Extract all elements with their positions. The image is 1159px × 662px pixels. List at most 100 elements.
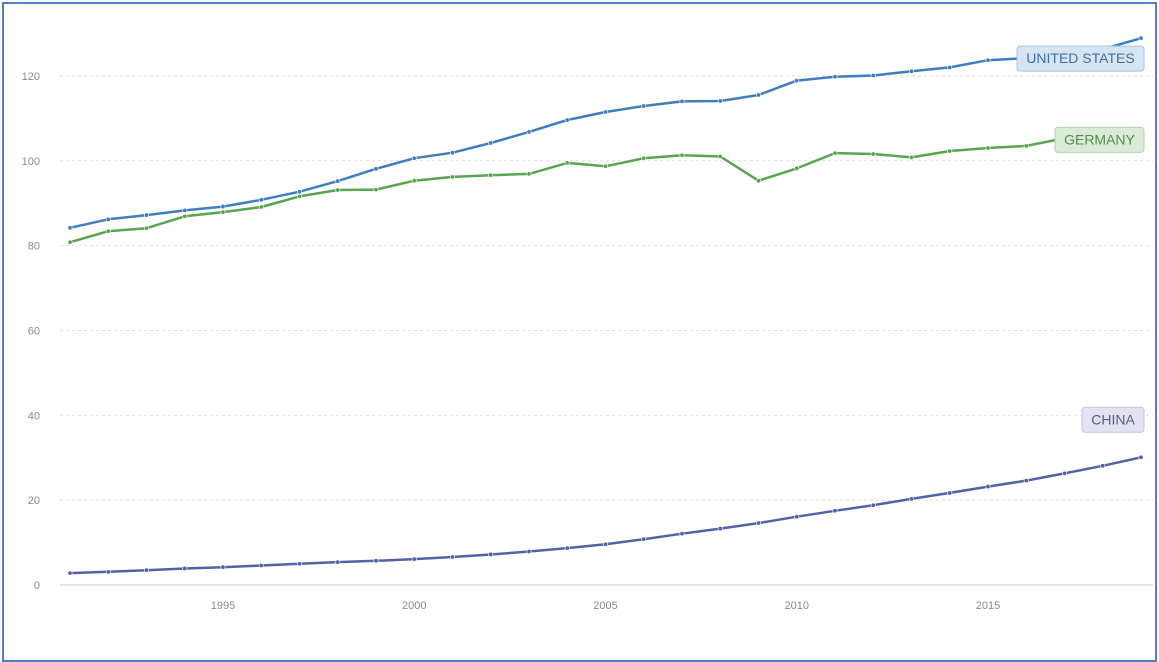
x-tick-label-2005: 2005	[593, 600, 617, 612]
data-point-china-2004[interactable]	[564, 545, 570, 551]
data-point-united-states-2012[interactable]	[870, 72, 876, 78]
data-point-china-2001[interactable]	[449, 554, 455, 560]
data-point-united-states-2006[interactable]	[641, 103, 647, 109]
data-point-united-states-2010[interactable]	[794, 78, 800, 84]
data-point-united-states-2002[interactable]	[488, 140, 494, 146]
data-point-china-1992[interactable]	[105, 569, 111, 575]
x-tick-label-2000: 2000	[402, 600, 426, 612]
series-line-china	[69, 456, 1142, 575]
data-point-germany-2001[interactable]	[449, 174, 455, 180]
data-point-united-states-1995[interactable]	[220, 204, 226, 210]
data-point-germany-2014[interactable]	[947, 148, 953, 154]
data-point-china-2007[interactable]	[679, 531, 685, 537]
data-point-germany-2003[interactable]	[526, 171, 532, 177]
data-point-united-states-2011[interactable]	[832, 74, 838, 80]
data-point-germany-1995[interactable]	[220, 209, 226, 215]
data-point-china-1998[interactable]	[335, 559, 341, 565]
data-point-germany-1997[interactable]	[296, 193, 302, 199]
data-point-china-2017[interactable]	[1062, 470, 1068, 476]
data-point-united-states-1996[interactable]	[258, 197, 264, 203]
data-point-united-states-2000[interactable]	[411, 155, 417, 161]
data-point-china-2018[interactable]	[1100, 463, 1106, 469]
series-line-germany	[69, 134, 1142, 244]
data-point-china-2010[interactable]	[794, 514, 800, 520]
data-point-united-states-2001[interactable]	[449, 150, 455, 156]
data-point-germany-1991[interactable]	[67, 239, 73, 245]
data-point-germany-2007[interactable]	[679, 152, 685, 158]
data-point-china-1999[interactable]	[373, 558, 379, 564]
data-point-china-2014[interactable]	[947, 490, 953, 496]
data-point-china-2012[interactable]	[870, 502, 876, 508]
data-point-china-2002[interactable]	[488, 551, 494, 557]
data-point-china-2019[interactable]	[1138, 454, 1144, 460]
data-point-germany-2009[interactable]	[755, 178, 761, 184]
series-line-united-states	[69, 36, 1142, 230]
data-point-united-states-2005[interactable]	[602, 109, 608, 115]
data-point-china-2000[interactable]	[411, 556, 417, 562]
data-point-germany-1999[interactable]	[373, 187, 379, 193]
y-tick-label-80: 80	[28, 241, 40, 253]
data-point-united-states-2019[interactable]	[1138, 35, 1144, 41]
y-tick-label-20: 20	[28, 495, 40, 507]
data-point-germany-1996[interactable]	[258, 204, 264, 210]
series-label-box-united-states	[1016, 45, 1145, 72]
data-point-germany-1993[interactable]	[144, 225, 150, 231]
data-point-united-states-1998[interactable]	[335, 178, 341, 184]
series-label-box-germany	[1054, 126, 1145, 153]
data-point-germany-2015[interactable]	[985, 145, 991, 151]
data-point-united-states-1993[interactable]	[144, 212, 150, 218]
data-point-united-states-2009[interactable]	[755, 92, 761, 98]
data-point-germany-2008[interactable]	[717, 154, 723, 160]
data-point-china-2003[interactable]	[526, 548, 532, 554]
series-label-germany: GERMANY	[1064, 131, 1135, 147]
data-point-germany-2011[interactable]	[832, 150, 838, 156]
data-point-germany-1994[interactable]	[182, 213, 188, 219]
data-point-china-1994[interactable]	[182, 565, 188, 571]
data-point-united-states-1997[interactable]	[296, 189, 302, 195]
data-point-germany-2006[interactable]	[641, 155, 647, 161]
data-point-united-states-1991[interactable]	[67, 225, 73, 231]
x-tick-label-2015: 2015	[976, 600, 1000, 612]
data-point-germany-2005[interactable]	[602, 163, 608, 169]
data-point-united-states-2013[interactable]	[908, 68, 914, 74]
y-tick-label-60: 60	[28, 325, 40, 337]
data-point-china-2006[interactable]	[641, 536, 647, 542]
data-point-germany-2016[interactable]	[1023, 143, 1029, 149]
data-point-china-2015[interactable]	[985, 484, 991, 490]
data-point-china-2013[interactable]	[908, 496, 914, 502]
y-tick-label-100: 100	[22, 156, 40, 168]
data-point-china-2008[interactable]	[717, 526, 723, 532]
data-point-united-states-2004[interactable]	[564, 117, 570, 123]
data-point-germany-2004[interactable]	[564, 160, 570, 166]
data-point-china-1995[interactable]	[220, 564, 226, 570]
data-point-china-1991[interactable]	[67, 570, 73, 576]
data-point-china-1993[interactable]	[144, 567, 150, 573]
series-label-china: CHINA	[1091, 411, 1135, 427]
data-point-germany-2010[interactable]	[794, 165, 800, 171]
data-point-united-states-1994[interactable]	[182, 207, 188, 213]
data-point-germany-2002[interactable]	[488, 172, 494, 178]
data-point-united-states-1999[interactable]	[373, 166, 379, 172]
data-point-china-2011[interactable]	[832, 508, 838, 514]
data-point-germany-2013[interactable]	[908, 154, 914, 160]
data-point-china-2016[interactable]	[1023, 478, 1029, 484]
data-point-united-states-1992[interactable]	[105, 216, 111, 222]
data-point-germany-1998[interactable]	[335, 187, 341, 193]
data-point-united-states-2008[interactable]	[717, 98, 723, 104]
data-point-germany-2012[interactable]	[870, 151, 876, 157]
data-point-germany-1992[interactable]	[105, 228, 111, 234]
data-point-united-states-2007[interactable]	[679, 98, 685, 104]
series-label-united-states: UNITED STATES	[1026, 50, 1134, 66]
data-point-united-states-2014[interactable]	[947, 64, 953, 70]
data-point-china-2009[interactable]	[755, 520, 761, 526]
data-point-united-states-2015[interactable]	[985, 57, 991, 63]
data-point-united-states-2003[interactable]	[526, 129, 532, 135]
data-point-china-1996[interactable]	[258, 562, 264, 568]
y-tick-label-0: 0	[34, 580, 40, 592]
data-point-china-2005[interactable]	[602, 541, 608, 547]
data-point-germany-2000[interactable]	[411, 178, 417, 184]
y-tick-label-40: 40	[28, 410, 40, 422]
data-point-china-1997[interactable]	[296, 561, 302, 567]
